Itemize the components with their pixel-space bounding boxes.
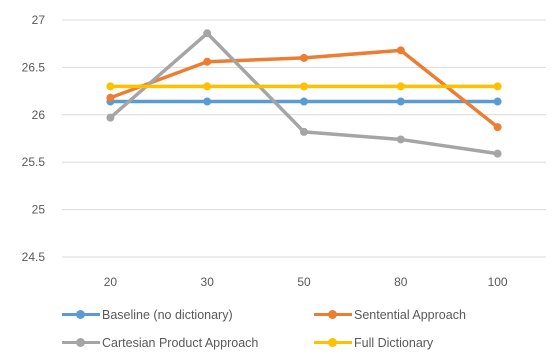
x-tick-label-3: 80 [394, 275, 408, 289]
series-2-point-2 [300, 127, 308, 136]
series-2-point-4 [493, 149, 502, 158]
series-1-point-1 [203, 57, 212, 66]
x-tick-label-2: 50 [297, 275, 311, 289]
series-1-point-3 [396, 46, 405, 55]
series-2-point-3 [396, 135, 405, 144]
series-0-point-2 [300, 97, 308, 106]
series-3-point-2 [300, 82, 308, 91]
series-0-point-4 [493, 97, 502, 106]
series-2-point-1 [203, 29, 212, 38]
series-1-point-0 [106, 93, 115, 102]
y-tick-label-0: 24.5 [22, 250, 46, 264]
series-3-point-4 [493, 82, 502, 91]
y-tick-label-5: 27 [32, 13, 46, 27]
x-tick-label-1: 30 [201, 275, 215, 289]
series-3-point-3 [396, 82, 405, 91]
series-3-point-1 [203, 82, 212, 91]
series-1-point-4 [493, 123, 502, 132]
y-tick-label-3: 26 [32, 108, 46, 122]
y-tick-label-2: 25.5 [22, 155, 46, 169]
series-0-point-1 [203, 97, 212, 106]
y-tick-label-1: 25 [32, 203, 46, 217]
series-1-point-2 [300, 53, 308, 62]
y-tick-label-4: 26.5 [22, 60, 46, 74]
x-tick-label-0: 20 [104, 275, 118, 289]
series-3-point-0 [106, 82, 115, 91]
x-tick-label-4: 100 [488, 275, 508, 289]
series-2-point-0 [106, 113, 115, 122]
series-0-point-3 [396, 97, 405, 106]
